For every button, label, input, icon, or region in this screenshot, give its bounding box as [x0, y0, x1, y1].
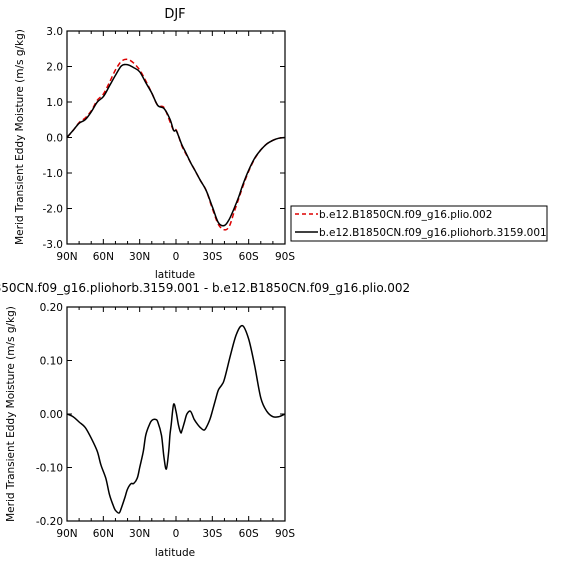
- y-tick-label: -2.0: [43, 204, 64, 216]
- series-lines: [66, 324, 286, 514]
- y-tick-label: 0.0: [46, 133, 63, 145]
- y-tick-label: 3.0: [46, 26, 63, 38]
- x-tick-label: 90S: [275, 528, 295, 540]
- x-tick-label: 0: [173, 528, 180, 540]
- legend-label-pliohorb: b.e12.B1850CN.f09_g16.pliohorb.3159.001: [319, 227, 547, 239]
- legend-box: [290, 205, 548, 242]
- chart-title: DJF: [164, 7, 185, 22]
- legend: b.e12.B1850CN.f09_g16.plio.002 b.e12.B18…: [290, 205, 548, 242]
- y-tick-label: -0.10: [36, 463, 63, 475]
- series-lines: [66, 58, 286, 231]
- plot-frame: [66, 30, 286, 245]
- x-axis-label: latitude: [155, 269, 195, 281]
- y-tick-label: 1.0: [46, 97, 63, 109]
- chart-bottom: b.e12.B1850CN.f09_g16.pliohorb.3159.001 …: [0, 281, 410, 559]
- x-tick-label: 90S: [275, 251, 295, 263]
- x-tick-label: 30N: [129, 251, 150, 263]
- y-tick-label: 0.20: [40, 302, 63, 314]
- series-line-2: [66, 63, 286, 227]
- y-tick-label: 2.0: [46, 62, 63, 74]
- tick-labels: 90N 60N 30N 0 30S 60S 90S -3.0 -2.0 -1.0 0.0 1.0 2.0…: [43, 26, 296, 263]
- y-tick-label: 0.10: [40, 356, 63, 368]
- y-tick-label: 0.00: [40, 409, 63, 421]
- chart-top: DJF Merid Transient Eddy Moisture (m/s g…: [14, 7, 295, 281]
- chart-title: b.e12.B1850CN.f09_g16.pliohorb.3159.001 …: [0, 281, 410, 295]
- x-tick-label: 60N: [93, 251, 114, 263]
- x-tick-label: 30N: [129, 528, 150, 540]
- legend-label-plio: b.e12.B1850CN.f09_g16.plio.002: [319, 209, 492, 221]
- x-tick-label: 0: [173, 251, 180, 263]
- x-tick-label: 30S: [202, 251, 222, 263]
- y-axis-label: Merid Transient Eddy Moisture (m/s g/kg): [5, 306, 17, 522]
- y-tick-label: -3.0: [43, 239, 64, 251]
- x-tick-label: 60S: [239, 528, 259, 540]
- series-line-1: [66, 324, 286, 514]
- x-tick-label: 60S: [239, 251, 259, 263]
- y-axis-label: Merid Transient Eddy Moisture (m/s g/kg): [14, 29, 26, 245]
- plot-frame: [66, 306, 286, 522]
- tick-labels: 90N 60N 30N 0 30S 60S 90S -0.20 -0.10 0.00 0.10 0.2…: [36, 302, 296, 540]
- x-tick-label: 60N: [93, 528, 114, 540]
- y-tick-label: -1.0: [43, 168, 64, 180]
- y-tick-label: -0.20: [36, 516, 63, 528]
- x-tick-label: 90N: [56, 251, 77, 263]
- x-axis-label: latitude: [155, 547, 195, 559]
- x-tick-label: 90N: [56, 528, 77, 540]
- x-tick-label: 30S: [202, 528, 222, 540]
- series-line-1: [66, 58, 286, 231]
